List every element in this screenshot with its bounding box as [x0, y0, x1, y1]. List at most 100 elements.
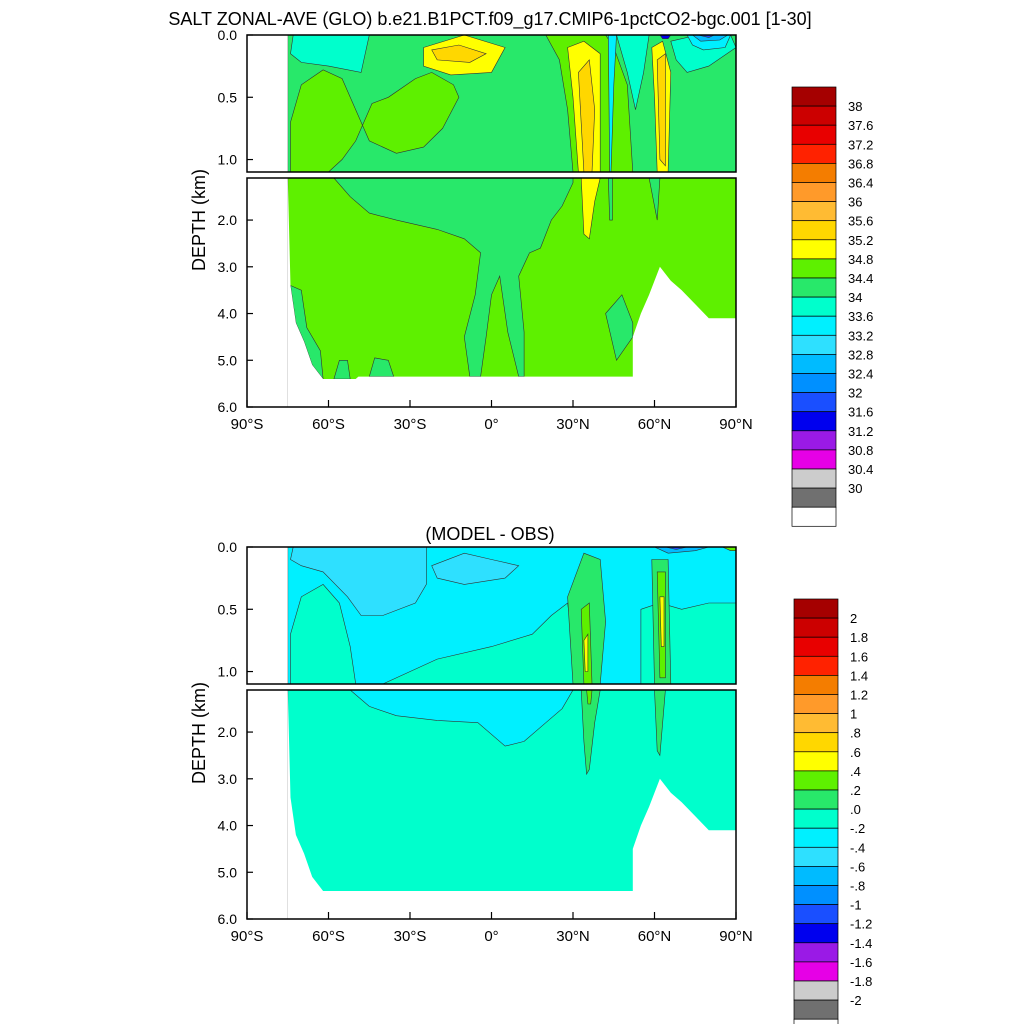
colorbar-swatch — [791, 258, 837, 279]
x-tick-label: 90°S — [231, 928, 264, 945]
y-tick-label: 6.0 — [218, 399, 238, 415]
colorbar-label: -1.6 — [850, 955, 872, 970]
contour-region-.6 — [659, 596, 665, 647]
colorbar-swatch — [791, 373, 837, 393]
contour-region--.4 — [290, 547, 427, 616]
y-tick-label: 5.0 — [218, 864, 238, 880]
colorbar-label: -2 — [850, 993, 862, 1008]
colorbar-swatch — [791, 354, 837, 374]
contour-region-34.4 — [648, 178, 661, 221]
colorbar-label: 32.8 — [848, 347, 873, 362]
x-tick-label: 90°N — [719, 928, 753, 945]
colorbar-label: 1 — [850, 707, 857, 722]
contour-region--.2 — [349, 690, 574, 747]
y-tick-label: 3.0 — [218, 771, 238, 787]
colorbar-label: -.2 — [850, 821, 865, 836]
y-tick-label: 2.0 — [218, 212, 238, 228]
colorbar-swatch — [793, 923, 839, 944]
colorbar-swatch — [791, 296, 837, 317]
colorbar-swatch — [793, 1018, 839, 1024]
colorbar-label: 37.2 — [848, 137, 873, 152]
upper-panel — [247, 547, 736, 684]
colorbar-swatch — [793, 636, 839, 657]
contour-region-35.6 — [431, 44, 487, 63]
colorbar-swatch — [791, 506, 837, 527]
colorbar-swatch — [791, 163, 837, 183]
colorbar-label: 1.4 — [850, 668, 868, 683]
colorbar-swatch — [791, 430, 837, 451]
y-tick-label: 3.0 — [218, 259, 238, 275]
colorbar-label: -1.8 — [850, 974, 872, 989]
contour-region-.0 — [290, 584, 357, 684]
colorbar-label: 34 — [848, 290, 862, 305]
colorbar-swatch — [793, 827, 839, 848]
colorbar-swatch — [793, 866, 839, 886]
x-tick-label: 90°S — [231, 416, 264, 433]
colorbar-swatch — [793, 732, 839, 753]
y-tick-label: 0.5 — [218, 601, 238, 617]
contour-region-34.4 — [607, 178, 613, 221]
x-tick-label: 0° — [484, 928, 498, 945]
x-tick-label: 60°N — [638, 416, 672, 433]
colorbar-swatch — [793, 999, 839, 1020]
x-tick-label: 30°N — [556, 416, 590, 433]
colorbar-swatch — [793, 789, 839, 810]
x-tick-label: 90°N — [719, 416, 753, 433]
colorbar-swatch — [791, 124, 837, 145]
colorbar-swatch — [791, 411, 837, 432]
seafloor-mask — [287, 690, 736, 919]
colorbar-swatch — [791, 86, 837, 107]
colorbar-swatch — [793, 770, 839, 791]
colorbar-label: 32 — [848, 386, 862, 401]
colorbar-swatch — [793, 980, 839, 1001]
colorbar-swatch — [793, 617, 839, 638]
colorbar-label: 32.4 — [848, 367, 873, 382]
colorbar-label: 35.6 — [848, 214, 873, 229]
y-tick-label: 0.0 — [218, 539, 238, 555]
y-tick-label: 0.0 — [218, 27, 238, 43]
colorbar-swatch — [793, 808, 839, 829]
contour-region-34.4 — [605, 294, 634, 362]
x-tick-label: 60°N — [638, 928, 672, 945]
contour-region-32.8 — [692, 35, 729, 42]
colorbar-label: -.8 — [850, 879, 865, 894]
colorbar-label: 1.2 — [850, 688, 868, 703]
y-tick-label: 1.0 — [218, 664, 238, 680]
y-axis-label: DEPTH (km) — [189, 682, 209, 784]
colorbar-swatch — [793, 694, 839, 714]
contour-region-.4 — [722, 547, 736, 552]
contour-region-34 — [290, 35, 370, 73]
colorbar-label: 36 — [848, 195, 862, 210]
chart-title: SALT ZONAL-AVE (GLO) b.e21.B1PCT.f09_g17… — [168, 9, 811, 30]
colorbar-swatch — [791, 201, 837, 222]
colorbar-label: 36.8 — [848, 156, 873, 171]
y-tick-label: 4.0 — [218, 306, 238, 322]
x-tick-label: 60°S — [312, 416, 345, 433]
colorbar-swatch — [791, 143, 837, 164]
colorbar-swatch — [791, 487, 837, 508]
contour-region-35.6 — [578, 59, 596, 172]
land-mask — [247, 178, 288, 407]
lower-panel — [247, 178, 736, 407]
colorbar-label: -1 — [850, 898, 862, 913]
y-tick-label: 2.0 — [218, 724, 238, 740]
salt-zonal-average-chart: SALT ZONAL-AVE (GLO) b.e21.B1PCT.f09_g17… — [168, 9, 873, 527]
colorbar-swatch — [791, 392, 837, 413]
colorbar-label: .6 — [850, 745, 861, 760]
contour-region-.4 — [586, 690, 593, 705]
y-tick-label: 5.0 — [218, 352, 238, 368]
colorbar-swatch — [793, 885, 839, 905]
colorbar-label: 36.4 — [848, 176, 873, 191]
model-minus-obs-chart: (MODEL - OBS) DEPTH (km) 0.00.51.02.03.0… — [189, 524, 872, 1024]
colorbar-swatch — [791, 468, 837, 489]
colorbar-label: 30 — [848, 481, 862, 496]
colorbar-swatch — [793, 655, 839, 676]
colorbar: 38 37.6 37.2 36.8 36.4 36 35.6 35.2 34.8 34.4 34 33… — [791, 86, 873, 527]
plot-area: 0.0 0.5 1.0 2.0 3.0 4.0 5.0 6.090°S 60°S 30°S 0° 30… — [218, 539, 753, 945]
y-tick-label: 4.0 — [218, 818, 238, 834]
colorbar-label: .8 — [850, 726, 861, 741]
colorbar-swatch — [793, 961, 839, 982]
colorbar-swatch — [793, 675, 839, 695]
colorbar-swatch — [793, 713, 839, 734]
upper-panel-frame — [246, 34, 737, 173]
